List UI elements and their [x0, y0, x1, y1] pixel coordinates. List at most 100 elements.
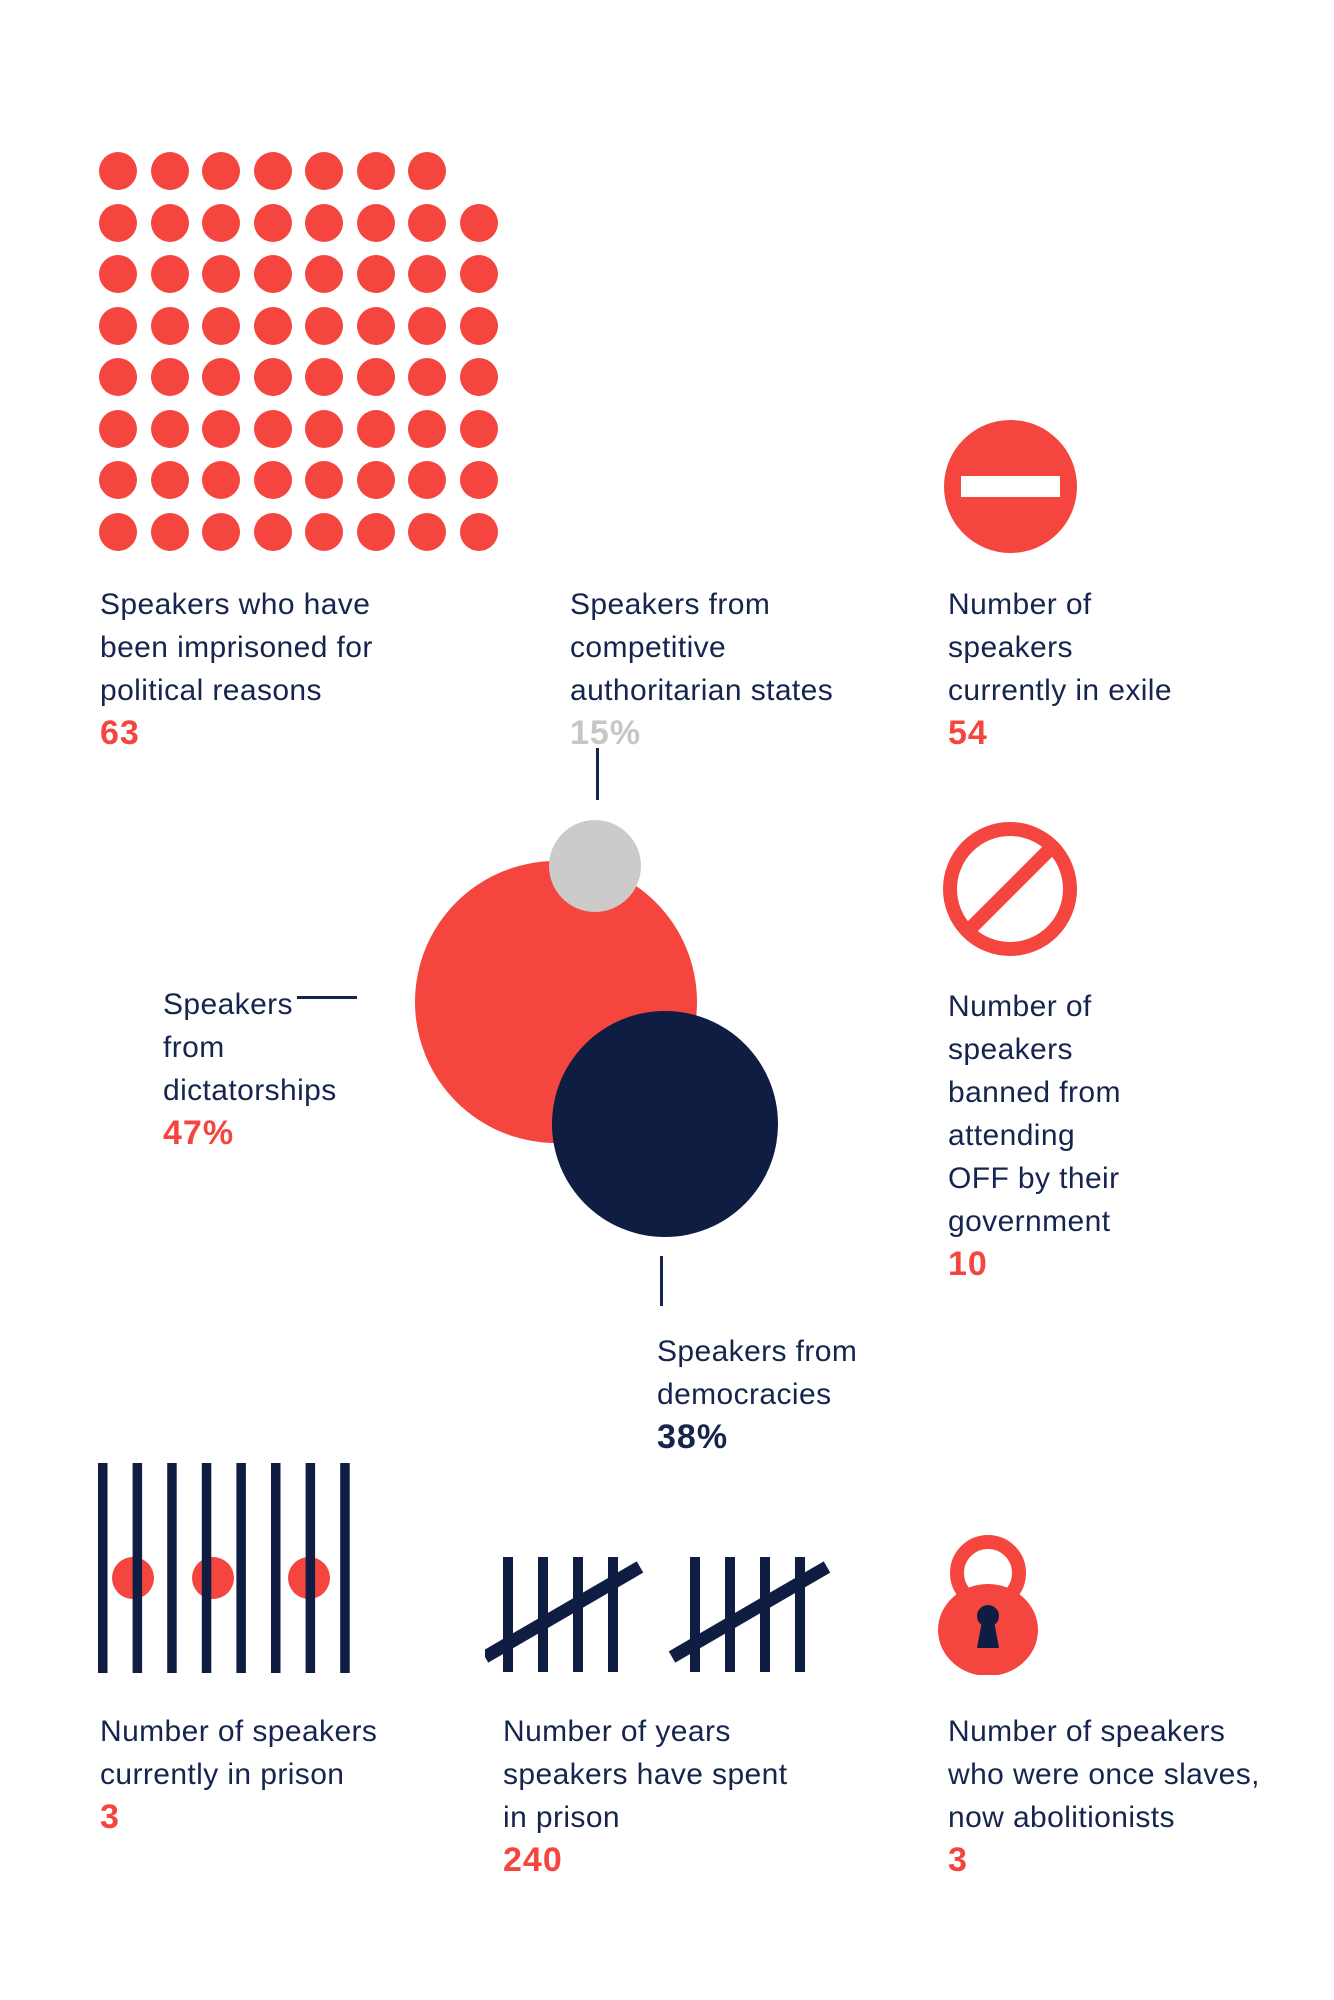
grid-dot — [253, 512, 292, 551]
stat-slaves: Number of speakers who were once slaves, n… — [948, 1710, 1308, 1882]
grid-dot — [202, 306, 240, 345]
grid-dot — [305, 306, 343, 345]
stat-slaves-value: 3 — [948, 1841, 968, 1879]
stat-competitive-label: Speakers from competitive authoritarian st… — [570, 588, 834, 707]
grid-dot — [459, 512, 498, 551]
stat-slaves-label: Number of speakers who were once slaves, n… — [948, 1715, 1260, 1834]
grid-dot — [253, 152, 292, 190]
grid-dot — [305, 512, 343, 551]
grid-dot — [202, 203, 240, 242]
grid-dot — [408, 409, 446, 448]
grid-dot — [150, 255, 189, 293]
stat-democracies-label: Speakers from democracies — [657, 1335, 858, 1411]
grid-dot — [459, 203, 498, 242]
stat-years: Number of years speakers have spent in pri… — [503, 1710, 843, 1882]
stat-banned: Number of speakers banned from attending OFF… — [948, 985, 1208, 1286]
stat-prison: Number of speakers currently in prison 3 — [100, 1710, 440, 1839]
grid-dot — [99, 152, 137, 190]
stat-democracies: Speakers from democracies 38% — [657, 1330, 937, 1459]
grid-dot — [150, 203, 189, 242]
grid-dot — [202, 409, 240, 448]
connector-democracies-line — [660, 1256, 663, 1306]
stat-exile: Number of speakers currently in exile 54 — [948, 583, 1228, 755]
grid-dot — [408, 255, 446, 293]
stat-prison-value: 3 — [100, 1798, 120, 1836]
stat-exile-value: 54 — [948, 714, 988, 752]
grid-dot — [202, 255, 240, 293]
grid-dot — [356, 409, 395, 448]
grid-dot — [253, 306, 292, 345]
connector-dictatorships-line — [297, 996, 357, 999]
grid-dot — [99, 203, 137, 242]
grid-dot — [253, 461, 292, 499]
grid-dot — [305, 152, 343, 190]
grid-dot — [202, 512, 240, 551]
grid-dot — [99, 461, 137, 499]
grid-dot — [305, 461, 343, 499]
grid-dot — [253, 203, 292, 242]
grid-dot — [202, 461, 240, 499]
grid-dot — [356, 512, 395, 551]
grid-dot — [459, 409, 498, 448]
grid-dot — [305, 358, 343, 396]
stat-dictatorships-label: Speakers from dictatorships — [163, 988, 337, 1107]
stat-banned-label: Number of speakers banned from attending OFF… — [948, 990, 1121, 1238]
grid-dot — [356, 152, 395, 190]
grid-dot — [99, 512, 137, 551]
grid-dot — [305, 203, 343, 242]
stat-exile-label: Number of speakers currently in exile — [948, 588, 1172, 707]
prison-bars-icon — [98, 1463, 350, 1673]
grid-dot — [459, 306, 498, 345]
stat-democracies-value: 38% — [657, 1418, 729, 1456]
grid-dot — [408, 306, 446, 345]
bubble-democracies — [552, 1011, 778, 1237]
stat-dictatorships-value: 47% — [163, 1114, 235, 1152]
grid-dot — [305, 255, 343, 293]
grid-dot — [150, 358, 189, 396]
grid-dot — [150, 461, 189, 499]
grid-dot — [408, 152, 446, 190]
grid-dot — [99, 409, 137, 448]
grid-dot — [202, 152, 240, 190]
stat-banned-value: 10 — [948, 1245, 988, 1283]
grid-dot — [150, 512, 189, 551]
grid-dot — [99, 306, 137, 345]
grid-dot — [305, 409, 343, 448]
grid-dot — [356, 306, 395, 345]
stat-dictatorships: Speakers from dictatorships 47% — [163, 983, 383, 1155]
grid-dot — [150, 409, 189, 448]
stat-prison-label: Number of speakers currently in prison — [100, 1715, 378, 1791]
stat-years-label: Number of years speakers have spent in pri… — [503, 1715, 788, 1834]
tally-marks-icon — [485, 1557, 830, 1672]
grid-dot — [408, 512, 446, 551]
grid-dot — [253, 409, 292, 448]
grid-dot — [150, 306, 189, 345]
stat-years-value: 240 — [503, 1841, 563, 1879]
grid-dot — [356, 203, 395, 242]
prohibited-icon — [943, 822, 1077, 956]
grid-dot — [356, 358, 395, 396]
bubble-competitive — [549, 820, 641, 912]
grid-dot — [459, 358, 498, 396]
stat-competitive: Speakers from competitive authoritarian st… — [570, 583, 870, 755]
imprisoned-dot-grid-icon — [99, 152, 499, 552]
grid-dot — [202, 358, 240, 396]
padlock-icon — [938, 1535, 1038, 1675]
connector-competitive-line — [596, 748, 599, 800]
no-entry-icon — [944, 420, 1077, 553]
grid-dot — [459, 461, 498, 499]
stat-imprisoned-label: Speakers who have been imprisoned for poli… — [100, 588, 373, 707]
stat-imprisoned: Speakers who have been imprisoned for poli… — [100, 583, 420, 755]
grid-dot — [356, 461, 395, 499]
grid-dot — [150, 152, 189, 190]
grid-dot — [99, 358, 137, 396]
grid-dot — [99, 255, 137, 293]
grid-dot — [253, 358, 292, 396]
grid-dot — [356, 255, 395, 293]
grid-dot — [459, 255, 498, 293]
grid-dot — [408, 358, 446, 396]
grid-dot — [253, 255, 292, 293]
grid-dot — [408, 203, 446, 242]
stat-imprisoned-value: 63 — [100, 714, 140, 752]
